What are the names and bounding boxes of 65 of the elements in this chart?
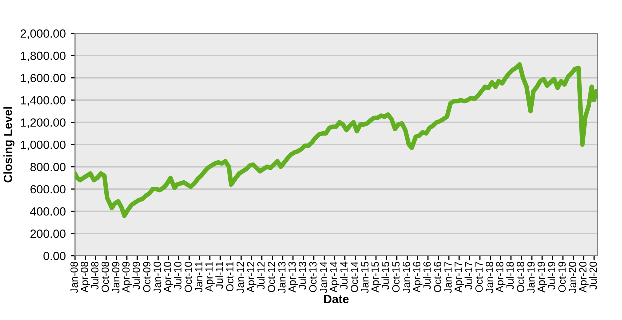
x-tick-label: Oct-17 bbox=[476, 262, 483, 292]
x-tick-label: Apr-11 bbox=[206, 262, 215, 292]
x-tick-label: Apr-18 bbox=[496, 262, 506, 293]
x-tick-label: Oct-15 bbox=[392, 262, 400, 292]
y-tick-label: 400.00 bbox=[30, 208, 66, 216]
y-tick-label: 1,400.00 bbox=[21, 96, 66, 106]
x-tick-label: Oct-14 bbox=[350, 262, 358, 292]
y-tick-label: 1,200.00 bbox=[21, 118, 66, 128]
x-tick-label: Apr-20 bbox=[579, 262, 589, 293]
x-tick-label: Jan-11 bbox=[195, 262, 203, 292]
y-tick-label: 1,800.00 bbox=[21, 52, 66, 62]
y-tick-label: 0.00 bbox=[44, 252, 66, 260]
x-tick-label: Oct-13 bbox=[309, 262, 317, 292]
x-tick-label: Jan-08 bbox=[70, 262, 78, 294]
y-tick-label: 600.00 bbox=[30, 185, 66, 194]
x-tick-label: Oct-08 bbox=[102, 262, 110, 292]
x-tick-label: Jul-18 bbox=[506, 262, 514, 290]
x-tick-label: Jul-11 bbox=[216, 262, 224, 289]
x-tick-label: Jan-18 bbox=[486, 262, 494, 294]
x-tick-label: Apr-17 bbox=[454, 262, 464, 293]
line-series bbox=[75, 62, 598, 218]
x-tick-label: Apr-14 bbox=[330, 262, 340, 293]
x-tick-label: Jan-14 bbox=[320, 262, 328, 294]
x-tick-label: Jan-10 bbox=[154, 262, 162, 294]
x-axis-title: Date bbox=[324, 295, 349, 304]
x-tick-label: Oct-11 bbox=[226, 262, 234, 292]
x-tick-label: Jan-17 bbox=[444, 262, 452, 294]
x-tick-label: Jul-17 bbox=[464, 262, 473, 290]
x-tick-label: Jul-15 bbox=[382, 262, 390, 290]
x-tick-label: Jan-20 bbox=[569, 262, 576, 294]
y-tick-label: 800.00 bbox=[30, 163, 66, 172]
x-tick-label: Jul-19 bbox=[548, 262, 556, 290]
x-tick-label: Oct-16 bbox=[434, 262, 442, 292]
x-tick-label: Apr-12 bbox=[247, 262, 257, 293]
x-tick-label: Jan-12 bbox=[236, 262, 244, 294]
x-tick-label: Apr-08 bbox=[81, 262, 90, 293]
x-tick-label: Jul-08 bbox=[91, 262, 99, 290]
x-tick-label: Jul-09 bbox=[132, 262, 140, 290]
x-tick-label: Oct-10 bbox=[184, 262, 192, 292]
y-tick-label: 2,000.00 bbox=[20, 30, 66, 40]
x-tick-label: Oct-18 bbox=[517, 262, 524, 292]
x-tick-label: Jan-13 bbox=[278, 262, 286, 294]
x-tick-label: Apr-10 bbox=[164, 262, 174, 293]
y-tick-label: 1,000.00 bbox=[21, 140, 66, 151]
x-tick-label: Jul-10 bbox=[174, 262, 182, 290]
x-tick-label: Jul-12 bbox=[257, 262, 265, 290]
x-tick-label: Apr-19 bbox=[538, 262, 548, 293]
x-tick-label: Jul-13 bbox=[298, 262, 306, 290]
x-tick-label: Jan-19 bbox=[528, 262, 535, 294]
x-tick-label: Jan-16 bbox=[402, 262, 410, 294]
x-tick-label: Apr-13 bbox=[288, 262, 298, 293]
y-tick-label: 200.00 bbox=[30, 230, 66, 238]
y-axis-title: Closing Level bbox=[4, 107, 15, 183]
x-tick-label: Jul-20 bbox=[589, 262, 598, 290]
y-tick-label: 1,600.00 bbox=[21, 74, 66, 84]
x-tick-label: Jul-16 bbox=[423, 262, 431, 290]
x-tick-label: Oct-12 bbox=[268, 262, 276, 292]
x-tick-label: Jul-14 bbox=[340, 262, 348, 290]
x-tick-label: Apr-16 bbox=[413, 262, 423, 293]
x-tick-label: Apr-09 bbox=[122, 262, 132, 293]
x-tick-label: Oct-19 bbox=[558, 262, 566, 292]
x-tick-label: Oct-09 bbox=[143, 262, 151, 292]
x-tick-label: Apr-15 bbox=[372, 262, 382, 293]
x-tick-label: Jan-15 bbox=[362, 262, 369, 294]
x-tick-label: Jan-09 bbox=[112, 262, 120, 294]
